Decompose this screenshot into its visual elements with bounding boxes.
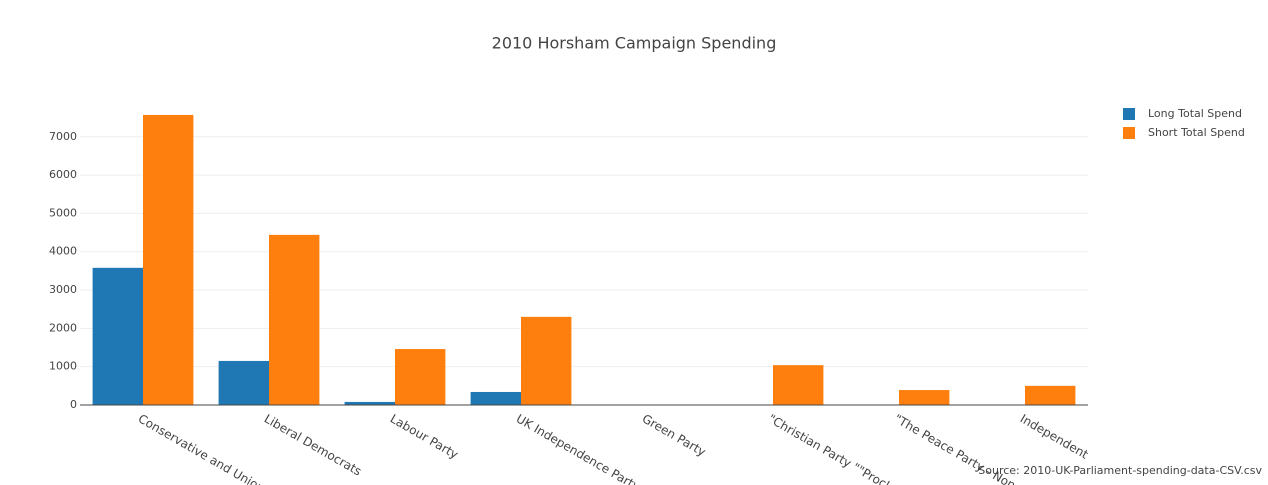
x-tick-label: Labour Party [388, 412, 461, 462]
bar [143, 114, 194, 405]
y-tick-label: 4000 [49, 245, 77, 258]
chart-title: 2010 Horsham Campaign Spending [492, 34, 777, 53]
y-tick-label: 2000 [49, 321, 77, 334]
x-tick-label: Conservative and Unionist [136, 412, 280, 485]
legend-swatch [1123, 127, 1135, 139]
y-tick-label: 1000 [49, 360, 77, 373]
bar [344, 401, 395, 405]
x-tick-label: Independent [1018, 412, 1091, 462]
x-tick-label: Green Party [640, 412, 708, 460]
legend-swatch [1123, 108, 1135, 120]
bar [218, 360, 269, 405]
bar [470, 391, 521, 405]
bar [269, 234, 320, 405]
x-tick-label: Liberal Democrats [262, 412, 364, 479]
legend-label: Long Total Spend [1148, 107, 1242, 120]
annotation: Source: 2010-UK-Parliament-spending-data… [978, 464, 1262, 477]
bar [899, 390, 950, 405]
y-tick-label: 5000 [49, 206, 77, 219]
legend-label: Short Total Spend [1148, 126, 1245, 139]
bar [92, 267, 143, 405]
y-tick-label: 0 [70, 398, 77, 411]
bar [395, 349, 446, 405]
bar [521, 316, 572, 405]
y-tick-label: 7000 [49, 130, 77, 143]
bar [1025, 385, 1076, 405]
bar [773, 365, 824, 405]
y-tick-label: 3000 [49, 283, 77, 296]
y-tick-label: 6000 [49, 168, 77, 181]
